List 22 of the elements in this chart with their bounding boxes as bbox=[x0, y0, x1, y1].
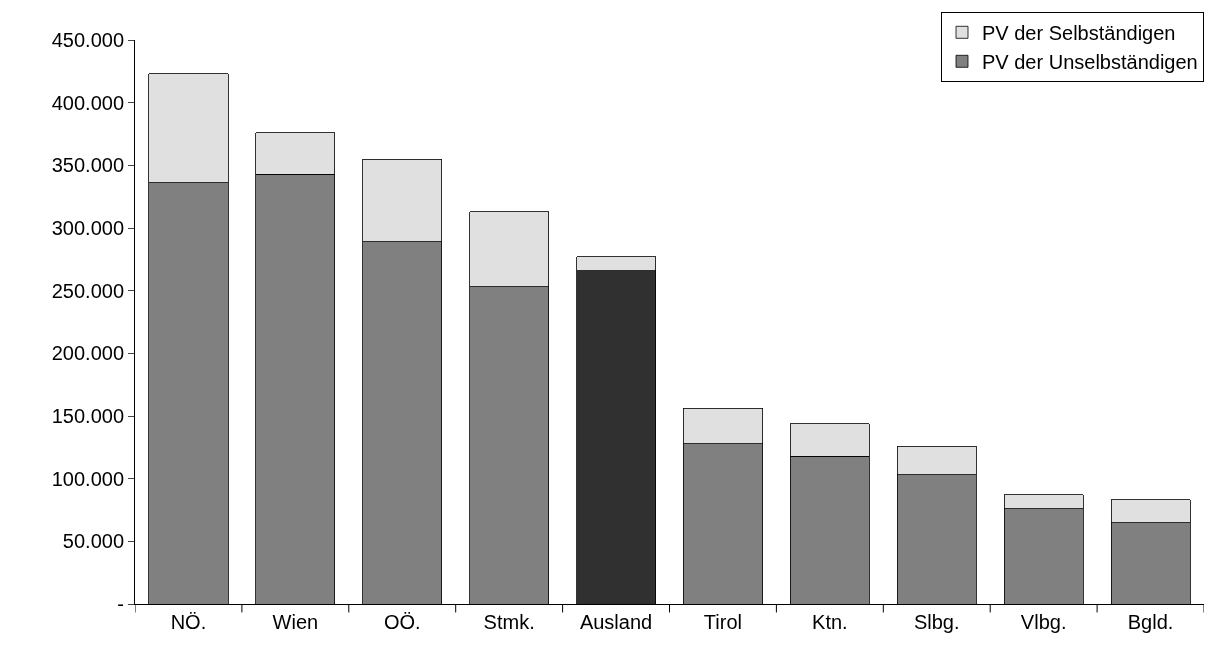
y-tick-label: 400.000 bbox=[51, 91, 124, 114]
y-tick-label: 100.000 bbox=[51, 467, 124, 490]
x-tick-label: Ausland bbox=[579, 611, 653, 633]
legend-label: PV der Unselbständigen bbox=[982, 51, 1198, 74]
legend-label: PV der Selbständigen bbox=[982, 22, 1176, 45]
x-tick-label: Wien bbox=[272, 611, 319, 633]
x-tick-label: Stmk. bbox=[483, 611, 535, 633]
y-tick-label: 450.000 bbox=[51, 29, 124, 51]
x-tick-label: Slbg. bbox=[913, 611, 960, 633]
y-tick-label: 150.000 bbox=[51, 405, 124, 427]
x-tick-label: Vlbg. bbox=[1020, 611, 1067, 633]
y-tick-label: 250.000 bbox=[51, 279, 124, 302]
y-tick-label: - bbox=[117, 593, 124, 615]
x-tick-label: NÖ. bbox=[170, 611, 207, 633]
y-tick-label: 350.000 bbox=[51, 154, 124, 177]
y-tick-label: 50.000 bbox=[62, 530, 124, 553]
y-tick-label: 300.000 bbox=[51, 217, 124, 239]
x-tick-label: Bgld. bbox=[1127, 611, 1174, 633]
x-tick-label: OÖ. bbox=[383, 611, 421, 633]
y-tick-label: 200.000 bbox=[51, 342, 124, 365]
x-tick-label: Ktn. bbox=[812, 611, 848, 633]
x-tick-label: Tirol bbox=[703, 611, 743, 633]
